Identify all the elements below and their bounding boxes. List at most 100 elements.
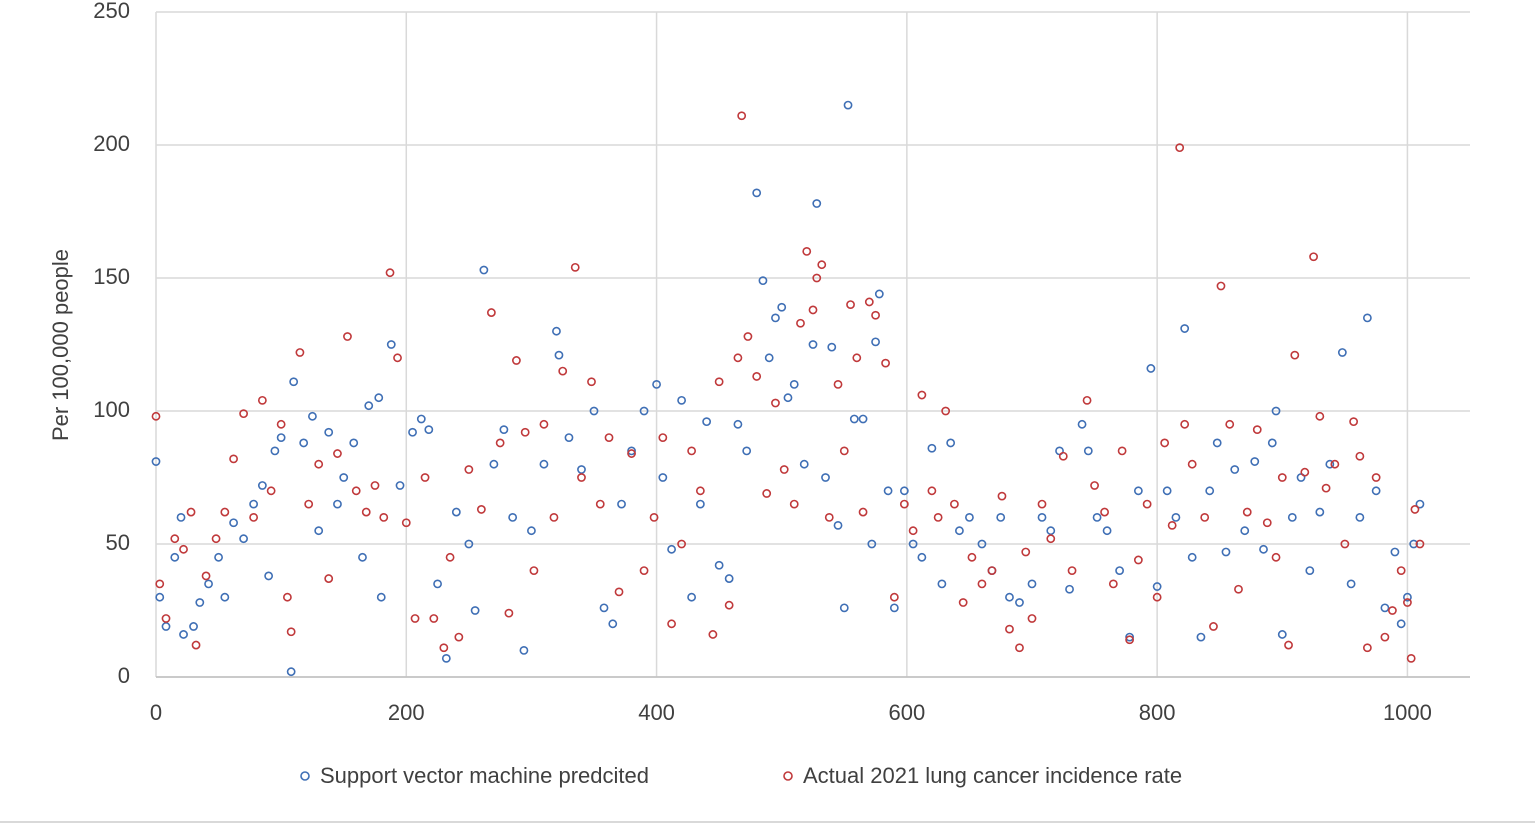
point	[527, 526, 536, 536]
point	[1108, 579, 1118, 589]
point	[489, 459, 499, 469]
point	[808, 305, 818, 315]
point	[1234, 584, 1243, 594]
point	[577, 465, 586, 474]
point	[724, 574, 734, 583]
point	[977, 539, 987, 549]
point	[504, 608, 514, 618]
point	[752, 188, 762, 198]
point	[639, 566, 649, 575]
point	[667, 544, 676, 554]
point	[195, 598, 205, 607]
point	[257, 395, 267, 405]
point	[1037, 513, 1047, 522]
point	[570, 262, 580, 272]
y-tick-label: 200	[93, 131, 130, 156]
point	[1305, 566, 1315, 575]
point	[1290, 350, 1300, 360]
point	[987, 566, 997, 575]
point	[451, 507, 461, 517]
point	[1175, 143, 1185, 153]
point	[1171, 513, 1181, 522]
point	[379, 513, 389, 522]
point	[946, 438, 956, 448]
point	[883, 486, 893, 496]
point	[1187, 459, 1197, 469]
point	[1415, 539, 1425, 549]
legend-marker	[783, 771, 793, 781]
point	[1287, 513, 1297, 522]
point	[917, 552, 927, 562]
point	[1021, 547, 1031, 557]
point	[908, 526, 918, 536]
point	[604, 433, 614, 442]
point	[229, 518, 238, 528]
y-tick-label: 150	[93, 264, 130, 289]
point	[871, 310, 880, 320]
point	[385, 268, 395, 278]
point	[201, 571, 211, 581]
point	[1146, 364, 1156, 373]
point	[927, 443, 937, 453]
point	[1065, 584, 1074, 594]
point	[1315, 411, 1325, 421]
point	[155, 592, 165, 602]
point	[1160, 438, 1170, 448]
point	[852, 353, 862, 363]
point	[554, 350, 564, 360]
point	[508, 513, 518, 522]
point	[874, 289, 884, 299]
point	[424, 425, 434, 435]
point	[1133, 486, 1143, 496]
point	[445, 552, 455, 562]
point	[627, 449, 636, 458]
point	[589, 406, 599, 416]
y-tick-label: 50	[106, 530, 130, 555]
point	[333, 499, 342, 509]
point	[1321, 483, 1331, 493]
point	[564, 433, 574, 442]
point	[1216, 281, 1226, 291]
point	[667, 619, 676, 629]
point	[1100, 507, 1109, 517]
point	[520, 427, 530, 437]
point	[376, 592, 386, 602]
point	[486, 308, 496, 317]
point	[771, 313, 780, 323]
point	[339, 473, 349, 482]
point	[1355, 451, 1365, 461]
point	[343, 332, 352, 341]
point	[627, 446, 636, 456]
point	[441, 653, 451, 663]
point	[1346, 579, 1356, 589]
point	[1409, 539, 1419, 549]
point	[917, 390, 927, 400]
point	[266, 486, 276, 496]
point	[1410, 505, 1420, 514]
point	[170, 534, 180, 544]
point	[1259, 544, 1268, 554]
point	[529, 566, 539, 575]
point	[495, 438, 505, 448]
point	[314, 526, 324, 536]
point	[737, 111, 747, 121]
point	[996, 513, 1006, 522]
point	[1355, 513, 1365, 522]
point	[1180, 419, 1190, 429]
point	[889, 592, 899, 602]
y-tick-label: 100	[93, 397, 130, 422]
point	[214, 552, 223, 562]
point	[1067, 566, 1077, 575]
point	[408, 427, 417, 437]
point	[558, 366, 568, 376]
point	[264, 571, 274, 581]
point	[276, 433, 286, 442]
point	[1180, 324, 1190, 333]
point	[1315, 507, 1325, 517]
point	[599, 603, 609, 613]
point	[1271, 406, 1281, 416]
point	[1396, 619, 1406, 629]
point	[370, 481, 380, 490]
point	[1380, 632, 1390, 642]
